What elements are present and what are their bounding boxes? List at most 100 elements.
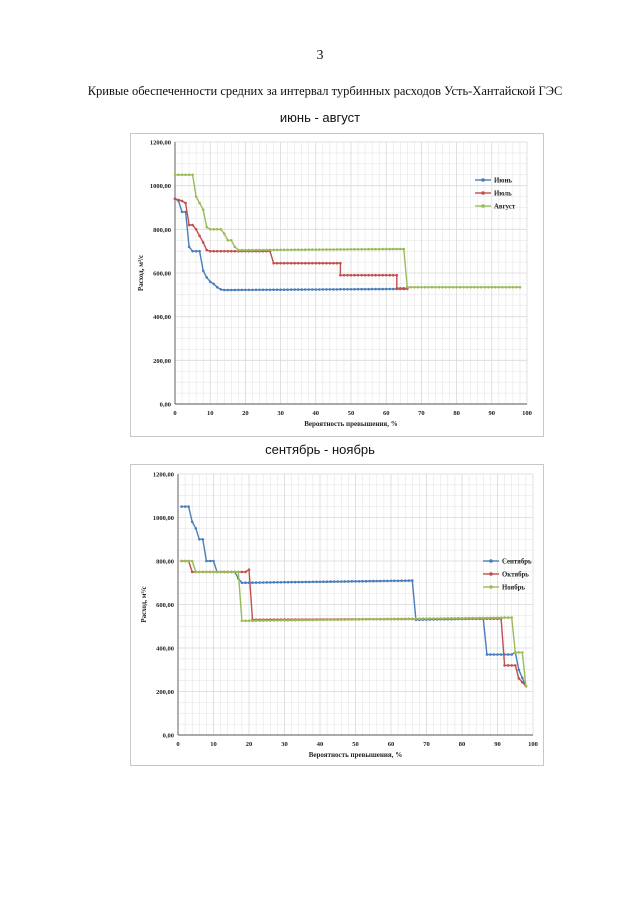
- chart2-title: сентябрь - ноябрь: [265, 442, 375, 457]
- data-point-Ноябрь: [187, 559, 190, 563]
- data-point-Июль: [191, 223, 194, 227]
- data-point-Август: [293, 248, 296, 251]
- data-point-Июль: [370, 273, 374, 277]
- data-point-Июль: [388, 273, 392, 277]
- data-point-Июнь: [219, 288, 223, 291]
- data-point-Ноябрь: [180, 559, 183, 563]
- data-point-Сентябрь: [375, 579, 379, 583]
- data-point-Сентябрь: [254, 581, 258, 584]
- data-point-Ноябрь: [396, 617, 400, 621]
- data-point-Сентябрь: [190, 520, 194, 524]
- data-point-Ноябрь: [233, 570, 237, 574]
- x-tick-label: 70: [423, 741, 430, 748]
- data-point-Сентябрь: [407, 579, 411, 582]
- data-point-Июль: [219, 249, 223, 253]
- data-point-Ноябрь: [215, 570, 219, 574]
- x-tick-label: 30: [281, 741, 288, 748]
- data-point-Июнь: [381, 287, 384, 291]
- data-point-Июнь: [296, 288, 300, 291]
- data-point-Июнь: [268, 288, 272, 292]
- data-point-Август: [201, 208, 205, 211]
- data-point-Июнь: [370, 287, 374, 291]
- data-point-Август: [303, 248, 307, 251]
- data-point-Июнь: [282, 288, 286, 291]
- data-point-Ноябрь: [336, 618, 340, 621]
- data-point-Июль: [205, 248, 208, 252]
- data-point-Июль: [363, 273, 367, 277]
- data-point-Сентябрь: [336, 580, 340, 583]
- data-point-Сентябрь: [276, 581, 279, 584]
- data-point-Август: [265, 248, 268, 252]
- data-point-Сентябрь: [297, 580, 300, 584]
- data-point-Сентябрь: [506, 653, 510, 656]
- data-point-Август: [180, 173, 184, 177]
- data-point-Июнь: [191, 249, 194, 253]
- x-tick-label: 0: [173, 410, 176, 417]
- data-point-Ноябрь: [375, 617, 379, 621]
- data-point-Август: [212, 228, 215, 231]
- data-point-Ноябрь: [308, 618, 311, 622]
- data-point-Сентябрь: [361, 579, 364, 583]
- data-point-Август: [300, 248, 303, 251]
- data-point-Июнь: [307, 288, 311, 291]
- data-point-Июнь: [363, 287, 367, 291]
- data-point-Сентябрь: [201, 538, 205, 541]
- data-point-Ноябрь: [407, 617, 411, 621]
- data-point-Август: [289, 248, 293, 252]
- data-point-Июль: [384, 273, 388, 277]
- data-point-Июнь: [321, 288, 325, 291]
- data-point-Ноябрь: [276, 619, 279, 622]
- data-point-Ноябрь: [446, 617, 450, 620]
- data-point-Август: [511, 285, 515, 289]
- data-point-Ноябрь: [364, 618, 368, 621]
- data-point-Ноябрь: [332, 618, 336, 621]
- data-point-Август: [247, 248, 251, 252]
- data-point-Сентябрь: [183, 505, 187, 508]
- data-point-Ноябрь: [293, 618, 297, 622]
- data-point-Июль: [198, 234, 201, 238]
- data-point-Ноябрь: [435, 617, 439, 620]
- data-point-Сентябрь: [521, 676, 524, 680]
- data-point-Июнь: [314, 288, 318, 291]
- data-point-Ноябрь: [460, 616, 464, 620]
- data-point-Июль: [177, 198, 180, 202]
- data-point-Сентябрь: [517, 668, 521, 672]
- data-point-Июнь: [328, 288, 332, 291]
- data-point-Август: [272, 248, 275, 252]
- data-point-Сентябрь: [308, 580, 311, 584]
- data-point-Ноябрь: [322, 618, 325, 622]
- data-point-Июнь: [325, 288, 328, 291]
- x-tick-label: 70: [418, 410, 425, 417]
- data-point-Сентябрь: [315, 580, 318, 584]
- data-point-Сентябрь: [258, 581, 261, 584]
- data-point-Сентябрь: [489, 653, 492, 656]
- data-point-Ноябрь: [244, 619, 247, 623]
- data-point-Август: [240, 248, 244, 252]
- data-point-Июнь: [332, 288, 335, 291]
- data-point-Сентябрь: [187, 505, 190, 508]
- data-point-Сентябрь: [283, 580, 286, 584]
- series-line-Август: [175, 174, 520, 288]
- data-point-Ноябрь: [482, 616, 485, 620]
- data-point-Июль: [187, 223, 191, 227]
- data-point-Сентябрь: [343, 580, 347, 583]
- data-point-Сентябрь: [205, 559, 208, 563]
- data-point-Июнь: [244, 288, 247, 292]
- x-axis-label: Вероятность превышения, %: [304, 420, 397, 428]
- data-point-Ноябрь: [198, 570, 201, 574]
- data-point-Июль: [303, 261, 307, 265]
- data-point-Июль: [381, 273, 384, 277]
- data-point-Ноябрь: [464, 616, 467, 620]
- data-point-Сентябрь: [492, 653, 496, 656]
- legend-label: Июль: [494, 191, 512, 198]
- data-point-Сентябрь: [382, 579, 386, 583]
- data-point-Август: [374, 247, 377, 251]
- data-point-Июнь: [233, 288, 237, 292]
- data-point-Август: [451, 285, 455, 289]
- data-point-Август: [286, 248, 289, 252]
- data-point-Ноябрь: [386, 617, 389, 621]
- data-point-Ноябрь: [261, 619, 265, 622]
- data-point-Сентябрь: [350, 580, 354, 583]
- data-point-Август: [370, 247, 374, 251]
- data-point-Июнь: [275, 288, 279, 291]
